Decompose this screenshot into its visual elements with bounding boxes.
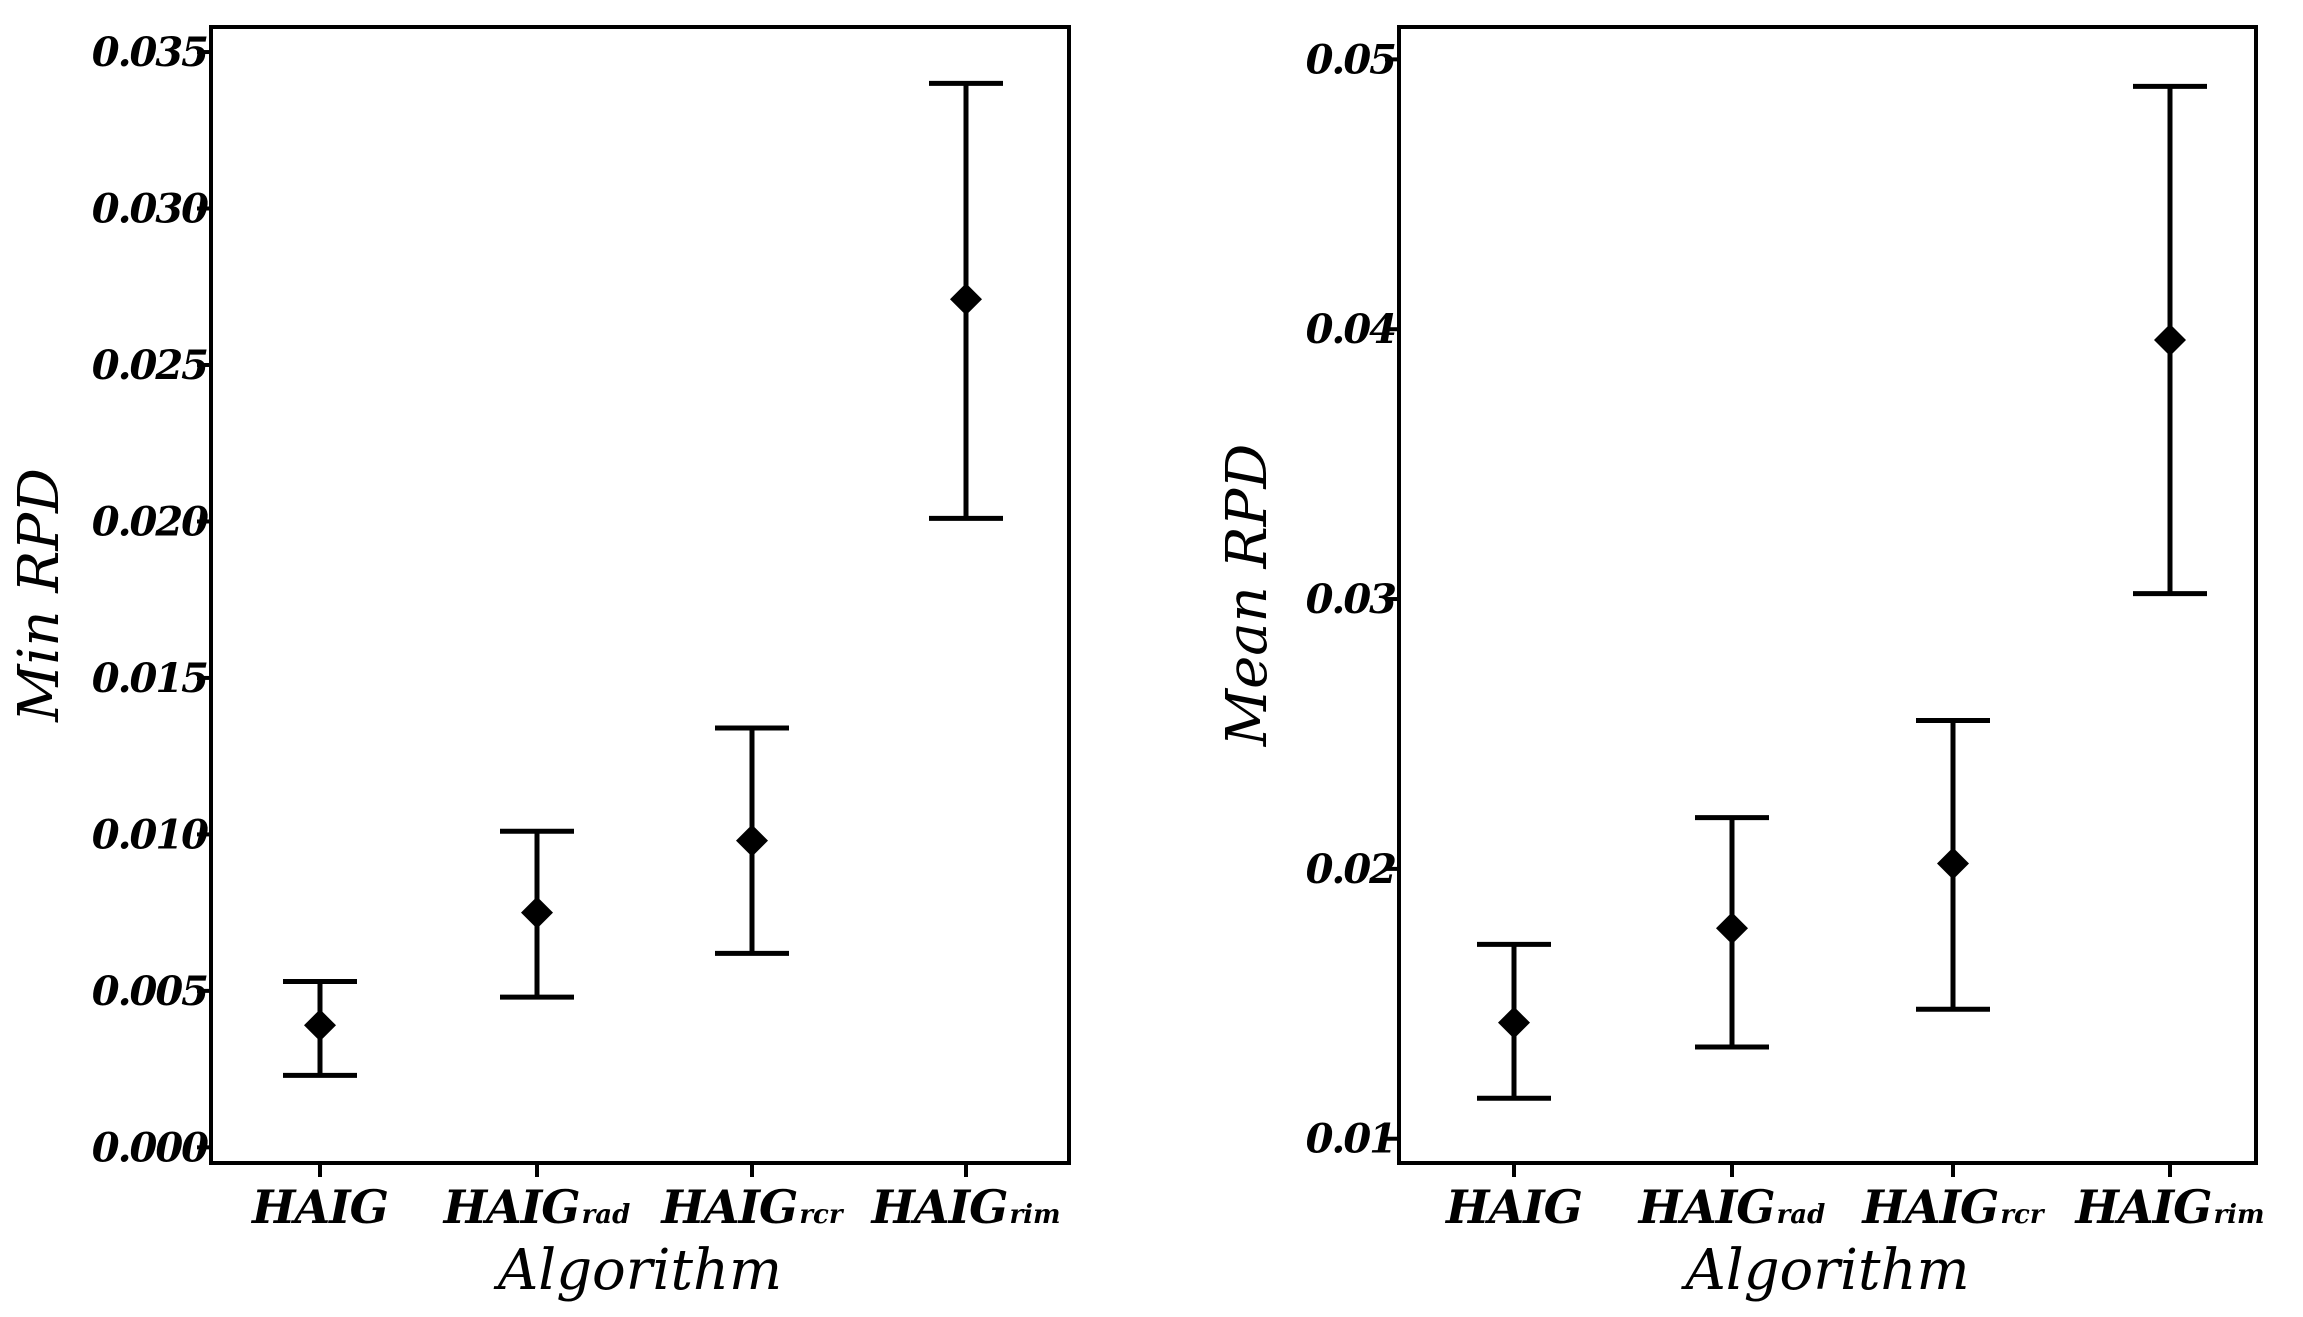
y-tick-label: 0.030: [92, 186, 209, 233]
y-tick-label: 0.015: [92, 655, 207, 702]
y-axis-title: Min RPD: [7, 468, 72, 723]
min-rpd-chart: 0.000 0.005 0.010 0.015 0.020 0.025 0.030 0.035…: [7, 25, 1071, 1303]
x-tick-label: HAIGrim: [2073, 1180, 2264, 1234]
x-tick-label: HAIG: [250, 1180, 388, 1234]
y-tick-label: 0.010: [92, 811, 209, 858]
y-tick-label: 0.05: [1306, 36, 1396, 83]
x-tick-label: HAIG: [1444, 1180, 1582, 1234]
mean-rpd-chart: 0.01 0.02 0.03 0.04 0.05 HAIG HAIGrad HAIGrcr HA…: [1215, 25, 2265, 1303]
mean-marker: [304, 1009, 336, 1042]
mean-marker: [1937, 847, 1969, 880]
y-tick-label: 0.01: [1306, 1116, 1395, 1163]
x-tick-label: HAIGrcr: [1860, 1180, 2045, 1234]
y-tick-label: 0.000: [92, 1124, 209, 1171]
y-axis-title: Mean RPD: [1215, 444, 1280, 747]
mean-marker: [1716, 912, 1748, 945]
mean-marker: [736, 824, 768, 857]
x-axis-title: Algorithm: [1680, 1238, 1969, 1303]
mean-marker: [2154, 324, 2186, 357]
x-tick-label: HAIGrcr: [659, 1180, 844, 1234]
x-axis-title: Algorithm: [493, 1238, 782, 1303]
y-tick-label: 0.020: [92, 498, 209, 545]
y-tick-label: 0.02: [1306, 846, 1397, 893]
y-tick-label: 0.005: [92, 968, 207, 1015]
x-tick-label: HAIGrad: [442, 1180, 631, 1234]
plot-frame: [209, 25, 1071, 1165]
plot-frame: [1397, 25, 2258, 1165]
x-tick-label: HAIGrad: [1637, 1180, 1826, 1234]
mean-marker: [1498, 1006, 1530, 1039]
y-tick-label: 0.04: [1306, 306, 1396, 353]
y-tick-label: 0.03: [1306, 576, 1397, 623]
y-tick-label: 0.025: [92, 342, 207, 389]
mean-marker: [950, 283, 982, 316]
x-tick-label: HAIGrim: [869, 1180, 1060, 1234]
y-tick-label: 0.035: [92, 29, 207, 76]
mean-marker: [521, 896, 553, 929]
